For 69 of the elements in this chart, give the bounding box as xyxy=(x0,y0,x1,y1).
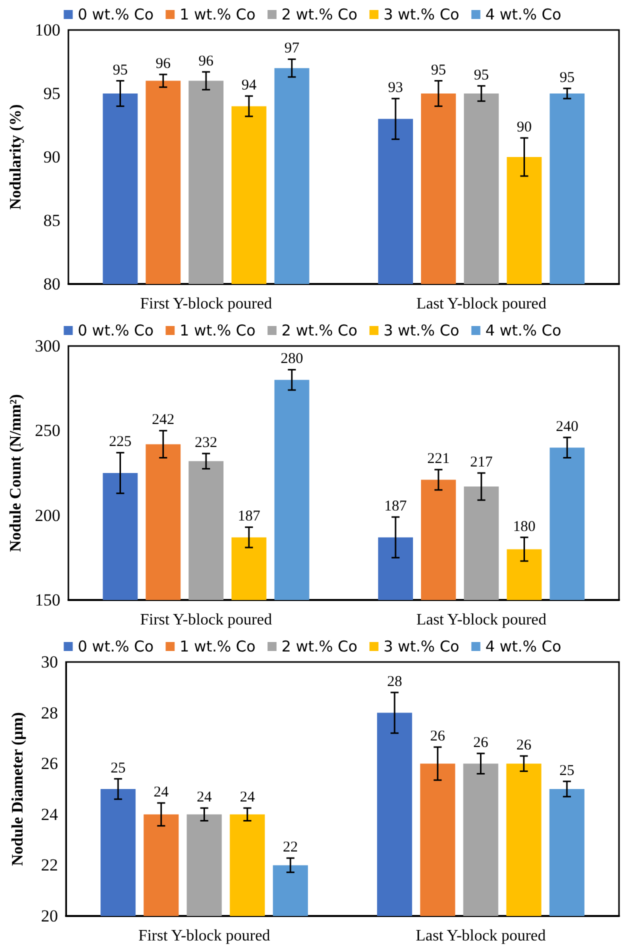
legend-label: 0 wt.% Co xyxy=(78,6,154,24)
data-label: 95 xyxy=(474,67,489,84)
y-axis-title: Nodule Diameter (µm) xyxy=(10,712,26,866)
x-tick-label: First Y-block poured xyxy=(140,612,272,628)
y-axis-title: Nodule Count (N/mm²) xyxy=(8,394,24,552)
data-label: 240 xyxy=(556,418,578,435)
y-tick-label: 200 xyxy=(34,506,60,525)
data-label: 232 xyxy=(194,435,218,452)
data-label: 25 xyxy=(559,762,574,779)
data-label: 95 xyxy=(112,62,128,78)
data-label: 95 xyxy=(560,70,575,86)
legend-label: 3 wt.% Co xyxy=(383,638,460,656)
legend-label: 2 wt.% Co xyxy=(282,638,358,656)
x-tick-label: First Y-block poured xyxy=(138,928,270,944)
y-tick-label: 85 xyxy=(43,211,60,230)
legend-label: 1 wt.% Co xyxy=(180,322,256,340)
y-tick-label: 80 xyxy=(43,274,60,294)
y-tick-label: 95 xyxy=(43,84,60,103)
legend-label: 4 wt.% Co xyxy=(485,322,562,340)
y-tick-label: 30 xyxy=(41,652,58,672)
legend-label: 1 wt.% Co xyxy=(180,638,256,656)
data-label: 180 xyxy=(513,518,536,535)
data-label: 187 xyxy=(238,508,261,525)
y-tick-label: 20 xyxy=(41,906,58,926)
y-tick-label: 90 xyxy=(43,148,60,166)
legend-label: 4 wt.% Co xyxy=(485,638,562,656)
data-label: 93 xyxy=(388,80,404,96)
data-label: 217 xyxy=(470,454,494,470)
legend-label: 0 wt.% Co xyxy=(78,638,154,656)
data-label: 94 xyxy=(241,78,257,94)
data-label: 96 xyxy=(198,53,214,70)
y-tick-label: 250 xyxy=(34,421,60,440)
data-label: 96 xyxy=(156,56,172,72)
y-tick-label: 24 xyxy=(41,804,58,824)
legend-label: 2 wt.% Co xyxy=(282,322,358,340)
data-label: 24 xyxy=(154,784,170,800)
data-label: 280 xyxy=(280,351,304,368)
y-tick-label: 150 xyxy=(34,590,60,610)
data-label: 24 xyxy=(240,790,256,806)
y-tick-label: 100 xyxy=(34,20,60,40)
legend-label: 2 wt.% Co xyxy=(282,6,358,24)
data-label: 225 xyxy=(109,434,132,450)
legend-label: 4 wt.% Co xyxy=(485,6,562,24)
data-label: 26 xyxy=(516,737,532,754)
y-tick-label: 28 xyxy=(41,703,58,722)
legend-label: 3 wt.% Co xyxy=(383,6,460,24)
x-tick-label: Last Y-block poured xyxy=(416,296,546,312)
data-label: 26 xyxy=(473,734,489,751)
data-label: 25 xyxy=(110,760,126,776)
data-label: 90 xyxy=(516,119,532,136)
data-label: 187 xyxy=(384,498,408,515)
data-label: 95 xyxy=(430,62,446,78)
data-label: 22 xyxy=(282,840,298,856)
x-tick-label: Last Y-block poured xyxy=(416,612,546,628)
y-tick-label: 22 xyxy=(41,856,58,875)
y-axis-title: Nodularity (%) xyxy=(8,104,24,210)
legend-label: 1 wt.% Co xyxy=(180,6,256,24)
data-label: 26 xyxy=(430,728,446,745)
legend-label: 3 wt.% Co xyxy=(383,322,460,340)
x-tick-label: Last Y-block poured xyxy=(416,928,546,944)
y-tick-label: 300 xyxy=(34,336,60,356)
data-label: 242 xyxy=(152,412,174,428)
data-label: 97 xyxy=(284,40,300,57)
data-label: 24 xyxy=(196,790,212,806)
data-label: 28 xyxy=(387,674,402,690)
data-label: 221 xyxy=(427,451,450,468)
x-tick-label: First Y-block poured xyxy=(140,296,272,312)
legend-label: 0 wt.% Co xyxy=(78,322,154,340)
y-tick-label: 26 xyxy=(41,754,58,774)
